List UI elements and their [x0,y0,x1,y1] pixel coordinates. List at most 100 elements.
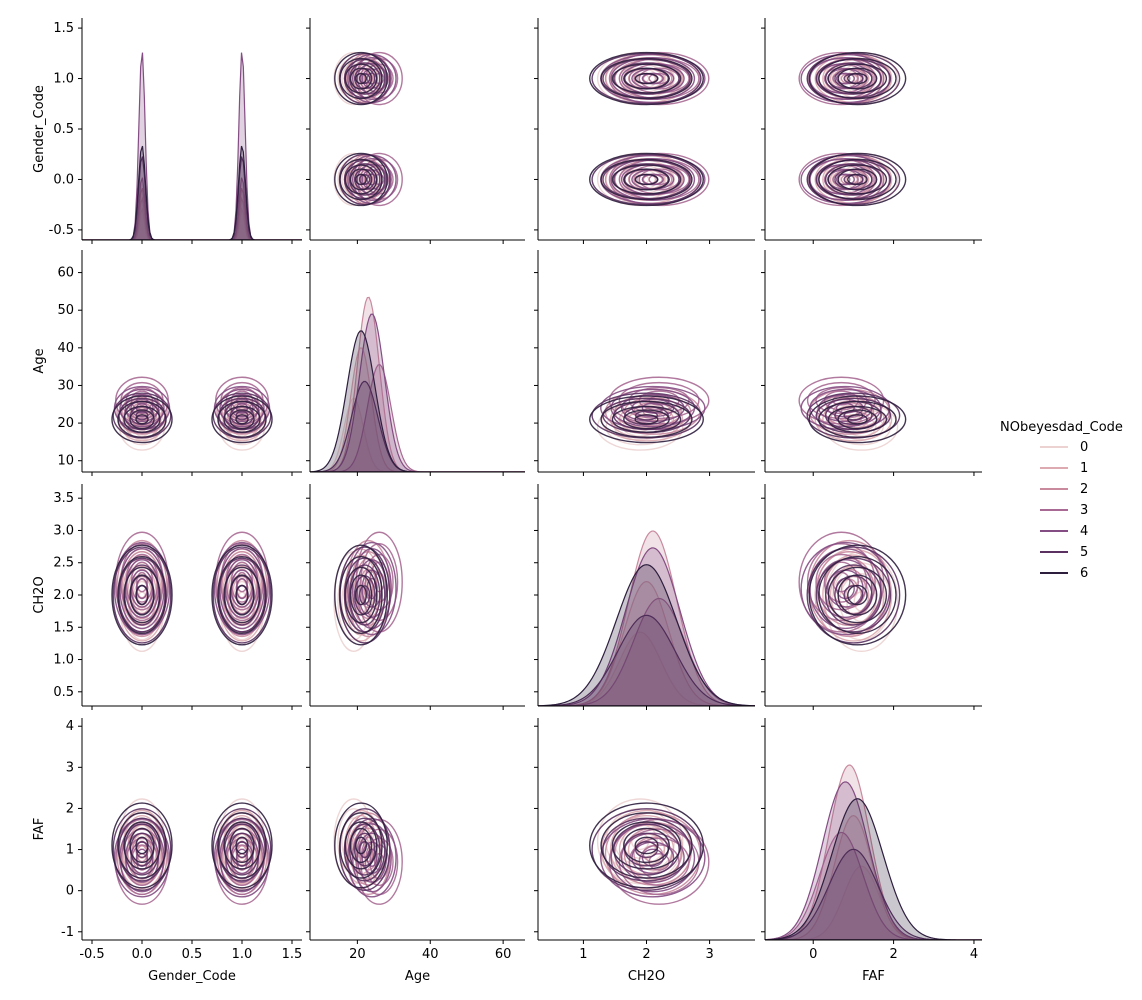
kde-contour-class-6 [611,821,682,870]
density-panel-Age [310,296,525,472]
kde-contour-class-6 [808,152,907,207]
panels-group [82,51,982,940]
kde-contour-class-5 [135,410,149,421]
kde-contour-class-4 [610,157,696,201]
kde-contour-class-4 [113,541,171,636]
kde-panel-Age-Gender_Code [111,376,273,451]
kde-contour-class-5 [634,410,659,421]
kde-contour-class-6 [217,812,267,879]
kde-contour-class-6 [355,72,367,85]
y-tick-label: 10 [57,454,74,469]
kde-panel-CH2O-Age [333,531,403,653]
kde-contour-class-5 [212,808,272,891]
kde-contour-class-2 [216,539,268,638]
kde-contour-class-6 [589,802,704,889]
kde-contour-class-6 [344,164,378,195]
kde-contour-class-4 [347,541,397,636]
density-curve-class-0 [310,397,525,472]
kde-contour-class-6 [211,802,273,889]
kde-contour-class-6 [339,555,383,635]
kde-contour-class-2 [363,73,374,85]
kde-contour-class-4 [352,823,392,893]
kde-contour-class-5 [824,163,882,196]
kde-contour-class-5 [348,564,381,626]
kde-contour-class-5 [224,564,260,626]
y-tick-label: 1.0 [53,72,74,87]
kde-contour-class-6 [634,173,659,186]
kde-contour-class-4 [235,577,249,600]
x-tick-label: 0 [809,947,817,962]
x-tick-label: 0.0 [132,947,153,962]
kde-contour-class-5 [613,62,680,95]
x-tick-label: 60 [495,947,512,962]
kde-contour-class-5 [602,817,691,882]
kde-contour-class-5 [118,557,166,633]
kde-contour-class-6 [123,405,161,433]
kde-contour-class-6 [349,827,373,864]
kde-contour-class-6 [827,405,888,433]
kde-contour-class-5 [358,173,371,185]
y-tick-label: 2 [66,801,74,816]
x-axis-label-Age: Age [405,969,430,984]
kde-contour-class-5 [824,564,882,626]
kde-contour-class-5 [613,823,680,876]
y-tick-label: 4 [66,719,74,734]
kde-contour-class-6 [589,395,704,444]
kde-contour-class-6 [135,584,149,606]
kde-contour-class-6 [223,405,261,433]
kde-contour-class-2 [116,539,168,638]
kde-contour-class-5 [602,159,691,200]
y-tick-label: 2.0 [53,588,74,603]
kde-panel-Age-FAF [798,376,907,451]
kde-contour-class-6 [589,152,704,207]
kde-contour-class-6 [211,395,273,444]
kde-contour-class-6 [847,173,868,186]
kde-contour-class-3 [798,51,885,106]
kde-contour-class-2 [363,173,374,185]
kde-contour-class-4 [230,398,254,418]
y-tick-label: 3.5 [53,491,74,506]
x-tick-label: 1.0 [232,947,253,962]
kde-contour-class-5 [348,62,381,95]
kde-contour-class-6 [117,555,167,635]
kde-contour-class-4 [610,57,696,101]
kde-contour-class-6 [623,67,670,90]
kde-contour-class-6 [600,400,693,438]
kde-contour-class-6 [837,168,878,191]
kde-contour-class-6 [818,555,897,635]
kde-contour-class-6 [827,566,888,624]
kde-contour-class-6 [355,173,367,186]
kde-contour-class-5 [112,392,172,439]
kde-contour-class-4 [124,393,160,423]
kde-contour-class-5 [212,392,272,439]
legend-label-0: 0 [1080,440,1088,455]
kde-contour-class-3 [823,168,859,191]
density-curve-class-3 [82,177,302,240]
kde-contour-class-6 [349,574,373,616]
y-tick-label: 3.0 [53,523,74,538]
kde-contour-class-0 [337,808,371,875]
kde-contour-class-4 [835,72,855,85]
kde-contour-class-6 [355,836,367,855]
x-tick-label: 4 [970,947,978,962]
density-curve-class-5 [82,156,302,240]
kde-contour-class-6 [117,812,167,879]
kde-contour-class-5 [235,410,249,421]
kde-contour-class-3 [806,543,876,622]
kde-contour-class-6 [349,168,373,191]
x-tick-label: 40 [422,947,439,962]
kde-contour-class-6 [818,400,897,438]
density-curve-class-0 [82,207,302,240]
kde-contour-class-6 [837,409,878,430]
kde-contour-class-6 [111,395,173,444]
kde-contour-class-6 [235,584,249,606]
y-tick-label: 60 [57,266,74,281]
kde-contour-class-5 [591,153,702,206]
kde-contour-class-3 [806,381,876,420]
density-curve-class-5 [538,614,755,706]
kde-contour-class-2 [623,397,682,427]
kde-contour-class-6 [600,158,693,201]
kde-contour-class-3 [823,67,859,90]
x-axis-label-CH2O: CH2O [628,969,665,984]
